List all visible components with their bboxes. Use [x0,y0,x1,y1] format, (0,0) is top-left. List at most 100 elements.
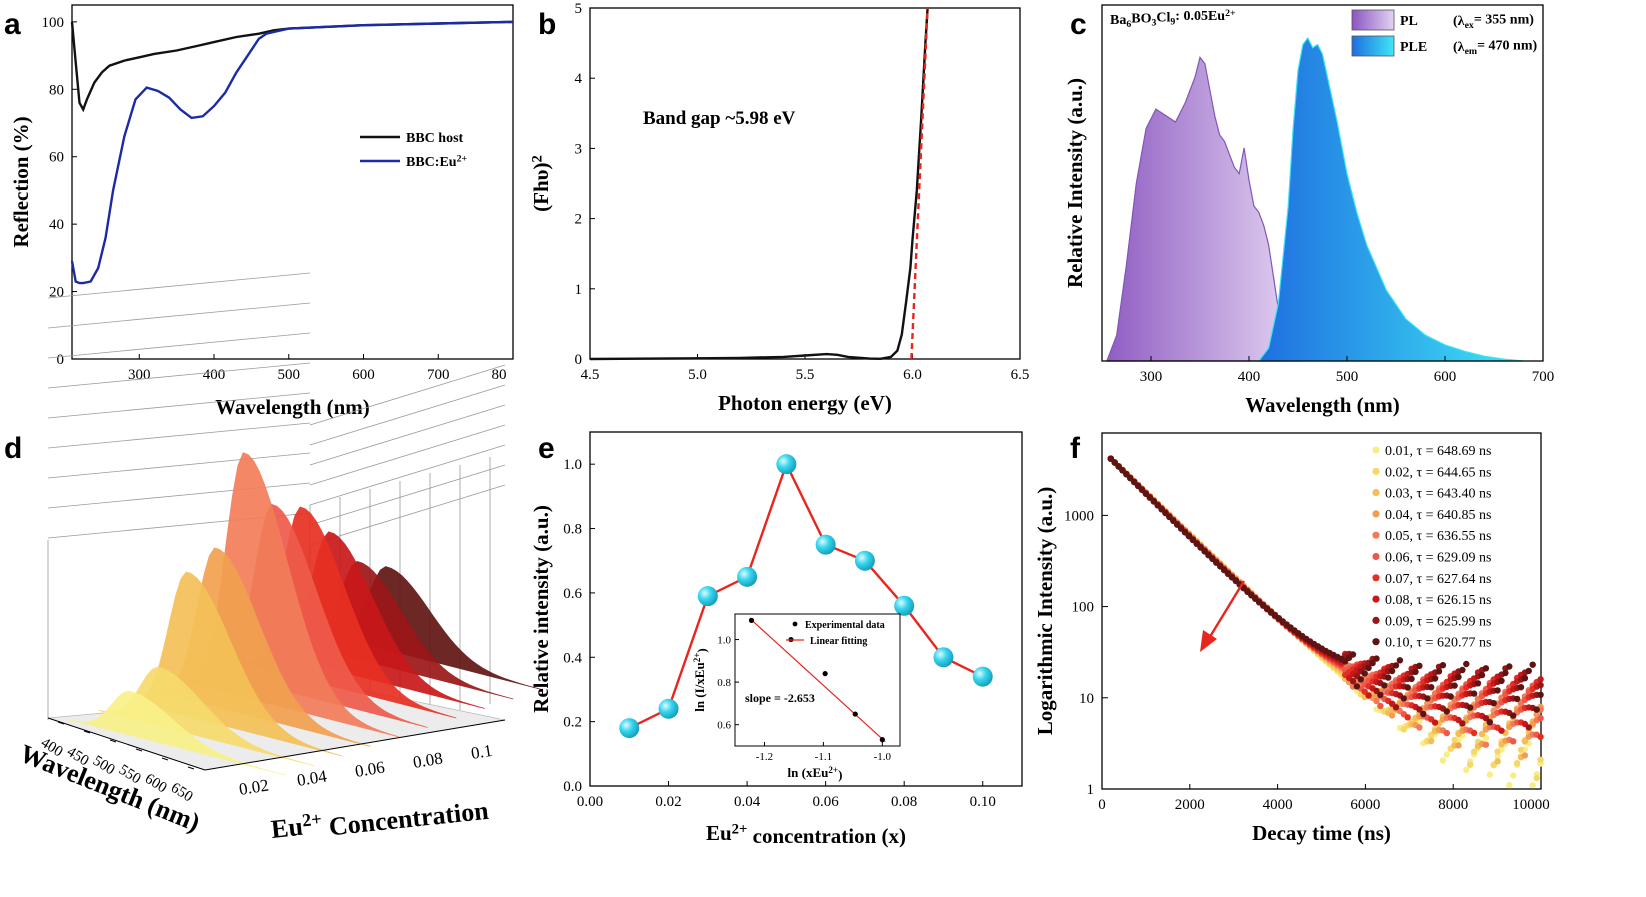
y-tick-label: 60 [49,150,64,166]
decay-point [1428,684,1435,691]
decay-point [1525,667,1533,675]
legend-label: 0.07, τ = 627.64 ns [1385,572,1491,587]
decay-point [1166,513,1173,521]
decay-point [1474,680,1482,687]
y-tick-label: 0 [575,352,583,368]
decay-point [1107,455,1115,462]
x-axis-title: Wavelength (nm) [1245,393,1400,417]
x-tick-label: 8000 [1438,797,1468,813]
decay-point [1443,751,1451,758]
decay-point [1486,771,1494,778]
x-tick-label: 0.06 [813,794,840,810]
legend-marker [1372,467,1380,475]
inset-legend-label: Linear fitting [810,636,867,647]
legend-label: BBC host [406,131,464,146]
wavelength-tick-mark [135,748,143,752]
legend-sublabel: (λem= 470 nm) [1453,39,1538,57]
decay-point [1537,733,1544,741]
decay-point [1494,687,1501,694]
data-point [776,454,797,475]
decay-point [1510,738,1517,745]
panel-a-frame [71,4,514,360]
decay-point [1138,486,1146,494]
panel-a-reflection-chart: 300 400 500 600 700 80020406080100Wavelength … [9,4,514,419]
legend-marker [1372,574,1380,582]
x-tick-label: 0 [1098,797,1106,813]
wavelength-tick-mark [187,766,195,770]
decay-point [1361,670,1368,677]
decay-point [1385,674,1392,681]
concentration-tick-label: 0.08 [412,749,444,772]
legend-marker [1372,638,1380,646]
decay-point [1537,756,1544,763]
panel-letter-f: f [1070,432,1081,465]
panel-b-frame [589,7,1021,360]
legend-label: 0.05, τ = 636.55 ns [1385,529,1491,544]
decay-point [1490,700,1497,707]
x-tick-label: 2000 [1175,797,1205,813]
decay-point [1482,734,1490,742]
decay-point [1443,708,1451,715]
y-tick-label: 0.6 [563,586,582,602]
wavelength-tick-mark [109,739,117,743]
decay-point [1349,651,1357,658]
decay-point [1412,668,1419,675]
decay-point [1517,746,1525,754]
trend-arrow-head [1200,630,1217,652]
data-point [737,566,758,587]
decay-point [1537,714,1544,722]
y-axis-title: (Fhυ)2 [529,155,553,212]
decay-point [1510,772,1517,779]
legend-marker [1372,595,1380,603]
panel-letter-a: a [4,8,21,41]
panel-f-decay-chart: 0 2000 4000 6000 8000 10000 1 10 100 1000 Decay ti… [1033,432,1550,845]
y-tick-label: 10 [1079,691,1094,707]
legend-label: 0.08, τ = 626.15 ns [1385,593,1491,608]
decay-point [1123,471,1130,478]
decay-point [1459,720,1466,727]
concentration-tick-label: 0.1 [470,741,494,763]
decay-point [1162,509,1169,517]
x-tick-label: 700 [1532,369,1555,385]
x-tick-label: 400 [1238,369,1261,385]
decay-point [1373,687,1380,694]
x-tick-label: 0.00 [577,794,603,810]
decay-point [1447,693,1454,700]
x-axis-title: Eu2+ concentration (x) [706,821,906,848]
y-tick-label: 1 [575,282,583,298]
x-tick-label: 300 [1140,369,1163,385]
y-axis-title: Logarithmic Intensity (a.u.) [1033,487,1057,736]
decay-point [1470,729,1478,737]
series-line-bbc-eu [70,20,514,285]
decay-point [1150,498,1158,505]
decay-point [1439,662,1447,669]
data-point [972,666,993,687]
decay-point [1510,712,1517,719]
y-tick-label: 5 [575,1,583,17]
decay-point [1377,691,1384,699]
decay-point [1470,748,1478,755]
back-grid-line [47,392,311,419]
y-axis-title: Relative Intensity (a.u.) [1063,78,1087,288]
decay-point [1502,669,1509,677]
legend-swatch [1351,9,1395,31]
decay-point [1431,719,1439,726]
y-tick-label: 20 [49,285,64,301]
legend-marker [1372,489,1380,497]
inset-data-point [852,711,858,717]
panel-letter-d: d [4,432,22,465]
inset-data-point [822,671,828,677]
series-line-absorption [589,7,929,361]
inset-legend-label: Experimental data [805,620,885,631]
back-grid-line [47,482,311,509]
decay-point [1478,730,1486,738]
x-tick-label: 0.10 [970,794,996,810]
data-point [697,586,718,607]
legend-marker [1372,552,1380,561]
decay-point [1392,662,1400,669]
inset-y-tick-label: 0.8 [717,677,731,689]
decay-point [1521,675,1529,682]
decay-point [1396,657,1404,664]
decay-point [1482,741,1490,748]
